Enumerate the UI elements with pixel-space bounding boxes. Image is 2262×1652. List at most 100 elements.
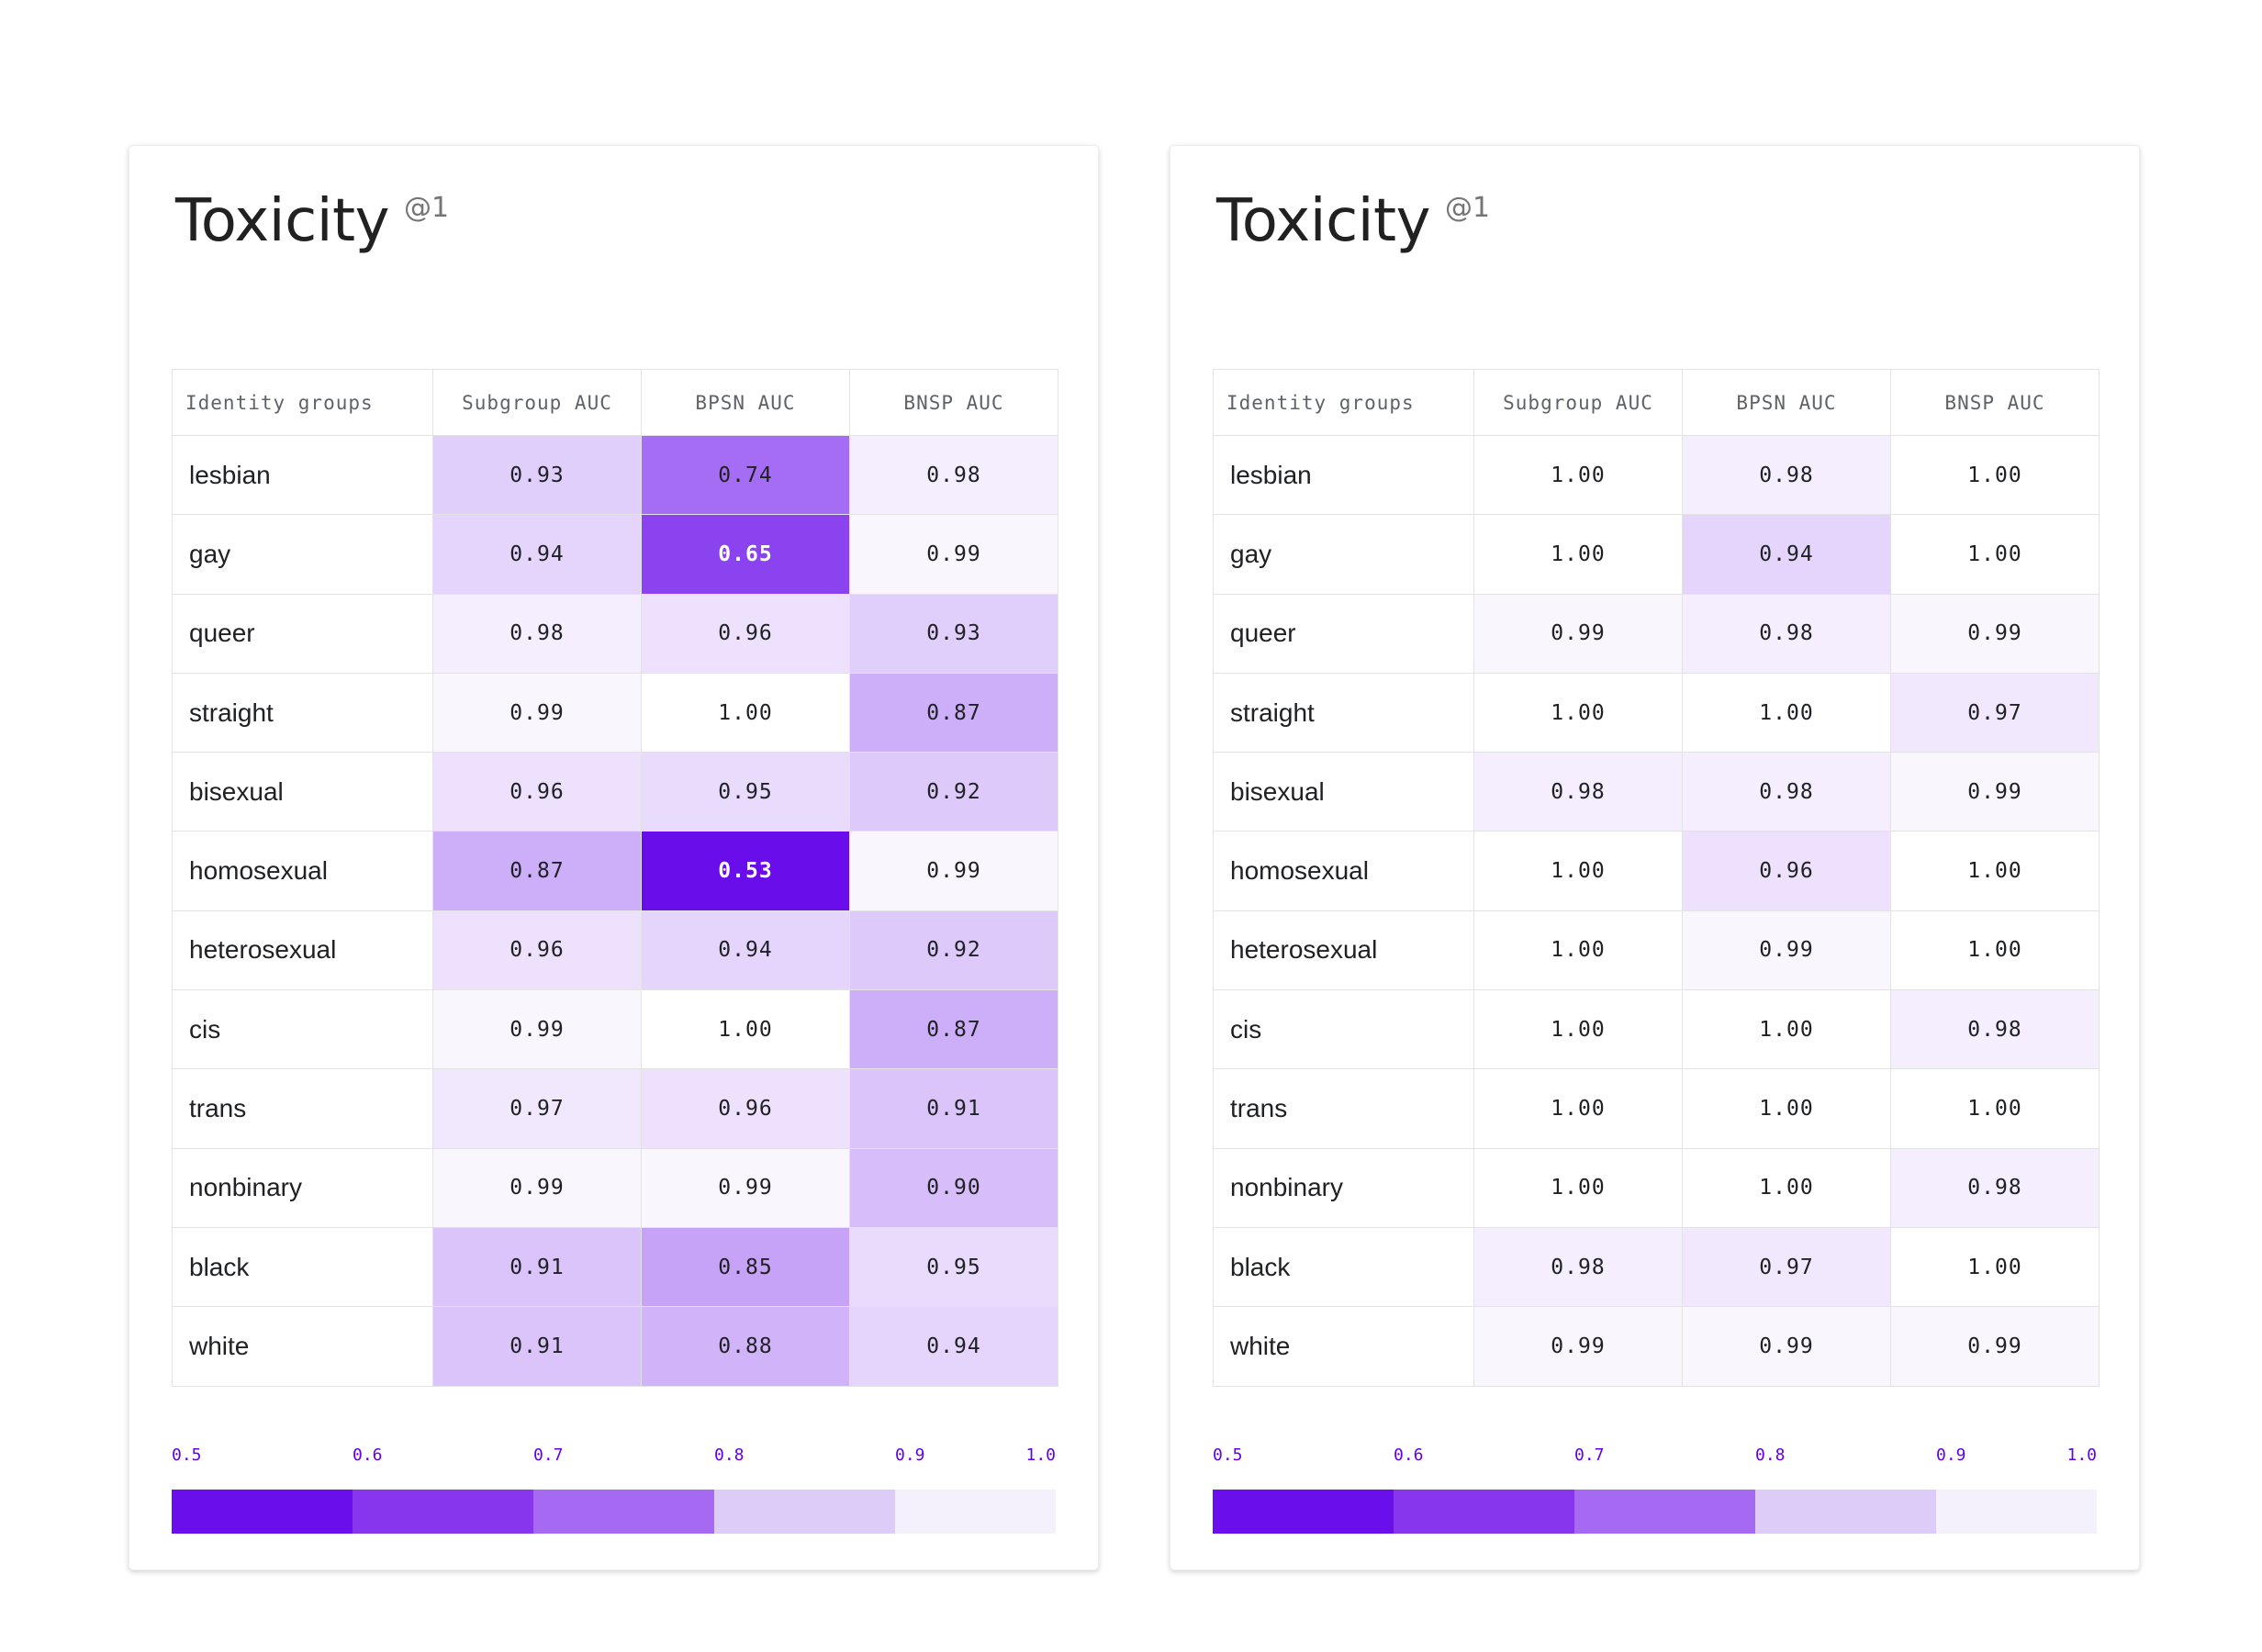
heatmap-cell: 0.95 bbox=[641, 752, 850, 832]
legend-tick-label: 1.0 bbox=[1025, 1446, 1056, 1465]
heatmap-cell: 1.00 bbox=[1682, 672, 1891, 753]
heatmap-cell: 1.00 bbox=[641, 989, 850, 1070]
color-scale-legend: 0.5 0.6 0.7 0.8 0.9 1.0 bbox=[1213, 1447, 2097, 1539]
heatmap-cell: 0.96 bbox=[432, 752, 642, 832]
identity-group-label: nonbinary bbox=[1213, 1147, 1474, 1228]
header-row: Identity groups Subgroup AUC BPSN AUC BN… bbox=[1213, 369, 2100, 436]
heatmap-cell: 0.65 bbox=[641, 514, 850, 595]
heatmap-cell: 0.87 bbox=[849, 672, 1058, 753]
heatmap-table: Identity groups Subgroup AUC BPSN AUC BN… bbox=[1213, 369, 2100, 1387]
heatmap-cell: 0.85 bbox=[641, 1226, 850, 1308]
table-row: white 0.99 0.99 0.99 bbox=[1213, 1306, 2100, 1387]
heatmap-cell: 0.99 bbox=[1473, 1306, 1683, 1387]
legend-tick-label: 0.6 bbox=[353, 1446, 383, 1465]
heatmap-cell: 0.74 bbox=[641, 434, 850, 516]
heatmap-cell: 0.94 bbox=[641, 910, 850, 991]
table-row: queer 0.98 0.96 0.93 bbox=[172, 593, 1058, 674]
heatmap-cell: 0.99 bbox=[1682, 910, 1891, 991]
heatmap-cell: 1.00 bbox=[1473, 514, 1683, 595]
table-row: black 0.98 0.97 1.00 bbox=[1213, 1226, 2100, 1308]
column-header-identity-groups: Identity groups bbox=[1213, 369, 1474, 436]
identity-group-label: nonbinary bbox=[172, 1147, 433, 1228]
heatmap-cell: 1.00 bbox=[1682, 1068, 1891, 1149]
legend-tick-label: 0.7 bbox=[1574, 1446, 1605, 1465]
heatmap-cell: 1.00 bbox=[1473, 434, 1683, 516]
identity-group-label: gay bbox=[172, 514, 433, 595]
heatmap-cell: 0.99 bbox=[1682, 1306, 1891, 1387]
legend-color-segment bbox=[1936, 1490, 2097, 1534]
heatmap-cell: 0.97 bbox=[1890, 672, 2100, 753]
legend-tick-label: 0.5 bbox=[1213, 1446, 1243, 1465]
heatmap-cell: 1.00 bbox=[1890, 910, 2100, 991]
legend-color-segment bbox=[1574, 1490, 1755, 1534]
table-row: trans 0.97 0.96 0.91 bbox=[172, 1068, 1058, 1149]
table-row: white 0.91 0.88 0.94 bbox=[172, 1306, 1058, 1387]
identity-group-label: trans bbox=[1213, 1068, 1474, 1149]
heatmap-cell: 0.96 bbox=[432, 910, 642, 991]
heatmap-cell: 1.00 bbox=[1473, 910, 1683, 991]
heatmap-cell: 0.98 bbox=[1890, 989, 2100, 1070]
card-header: Toxicity @1 bbox=[175, 184, 449, 267]
heatmap-cell: 0.91 bbox=[849, 1068, 1058, 1149]
heatmap-cell: 0.98 bbox=[1682, 434, 1891, 516]
identity-group-label: trans bbox=[172, 1068, 433, 1149]
legend-color-bar bbox=[1213, 1490, 2097, 1534]
legend-color-segment bbox=[1394, 1490, 1574, 1534]
table-row: straight 1.00 1.00 0.97 bbox=[1213, 672, 2100, 753]
table-row: heterosexual 1.00 0.99 1.00 bbox=[1213, 910, 2100, 991]
heatmap-cell: 0.96 bbox=[641, 593, 850, 674]
heatmap-cell: 0.93 bbox=[849, 593, 1058, 674]
identity-group-label: black bbox=[172, 1226, 433, 1308]
legend-color-segment bbox=[1755, 1490, 1936, 1534]
identity-group-label: cis bbox=[1213, 989, 1474, 1070]
heatmap-cell: 0.97 bbox=[1682, 1226, 1891, 1308]
table-row: homosexual 0.87 0.53 0.99 bbox=[172, 831, 1058, 911]
legend-ticks: 0.5 0.6 0.7 0.8 0.9 1.0 bbox=[1213, 1447, 2097, 1475]
table-row: heterosexual 0.96 0.94 0.92 bbox=[172, 910, 1058, 991]
heatmap-cell: 0.98 bbox=[849, 434, 1058, 516]
legend-tick-label: 0.8 bbox=[1755, 1446, 1786, 1465]
heatmap-cell: 0.99 bbox=[432, 672, 642, 753]
heatmap-cell: 1.00 bbox=[641, 672, 850, 753]
toxicity-card-right: Toxicity @1 Identity groups Subgroup AUC… bbox=[1170, 145, 2140, 1570]
table-row: lesbian 0.93 0.74 0.98 bbox=[172, 434, 1058, 516]
table-row: gay 1.00 0.94 1.00 bbox=[1213, 514, 2100, 595]
identity-group-label: cis bbox=[172, 989, 433, 1070]
identity-group-label: homosexual bbox=[1213, 831, 1474, 911]
heatmap-cell: 1.00 bbox=[1473, 831, 1683, 911]
heatmap-cell: 1.00 bbox=[1890, 1068, 2100, 1149]
heatmap-cell: 1.00 bbox=[1890, 434, 2100, 516]
table-row: black 0.91 0.85 0.95 bbox=[172, 1226, 1058, 1308]
heatmap-cell: 0.94 bbox=[432, 514, 642, 595]
heatmap-cell: 0.87 bbox=[849, 989, 1058, 1070]
identity-group-label: queer bbox=[1213, 593, 1474, 674]
legend-tick-label: 0.8 bbox=[714, 1446, 745, 1465]
heatmap-cell: 0.99 bbox=[432, 989, 642, 1070]
table-body: lesbian 0.93 0.74 0.98 gay 0.94 0.65 0.99 queer 0… bbox=[172, 434, 1058, 1387]
heatmap-cell: 0.99 bbox=[849, 514, 1058, 595]
legend-color-segment bbox=[714, 1490, 895, 1534]
card-title: Toxicity bbox=[175, 187, 390, 255]
heatmap-cell: 1.00 bbox=[1682, 1147, 1891, 1228]
column-header-bnsp-auc: BNSP AUC bbox=[1890, 369, 2100, 436]
table-row: gay 0.94 0.65 0.99 bbox=[172, 514, 1058, 595]
identity-group-label: straight bbox=[172, 672, 433, 753]
table-row: nonbinary 0.99 0.99 0.90 bbox=[172, 1147, 1058, 1228]
heatmap-cell: 0.97 bbox=[432, 1068, 642, 1149]
table-row: cis 0.99 1.00 0.87 bbox=[172, 989, 1058, 1070]
heatmap-cell: 0.98 bbox=[1682, 593, 1891, 674]
heatmap-cell: 1.00 bbox=[1890, 514, 2100, 595]
heatmap-cell: 0.98 bbox=[432, 593, 642, 674]
column-header-subgroup-auc: Subgroup AUC bbox=[1473, 369, 1683, 436]
heatmap-cell: 0.90 bbox=[849, 1147, 1058, 1228]
legend-tick-label: 0.7 bbox=[533, 1446, 564, 1465]
identity-group-label: straight bbox=[1213, 672, 1474, 753]
identity-group-label: bisexual bbox=[172, 752, 433, 832]
table-row: homosexual 1.00 0.96 1.00 bbox=[1213, 831, 2100, 911]
identity-group-label: black bbox=[1213, 1226, 1474, 1308]
table-row: cis 1.00 1.00 0.98 bbox=[1213, 989, 2100, 1070]
heatmap-cell: 0.92 bbox=[849, 910, 1058, 991]
heatmap-cell: 0.99 bbox=[849, 831, 1058, 911]
heatmap-cell: 1.00 bbox=[1890, 831, 2100, 911]
identity-group-label: bisexual bbox=[1213, 752, 1474, 832]
